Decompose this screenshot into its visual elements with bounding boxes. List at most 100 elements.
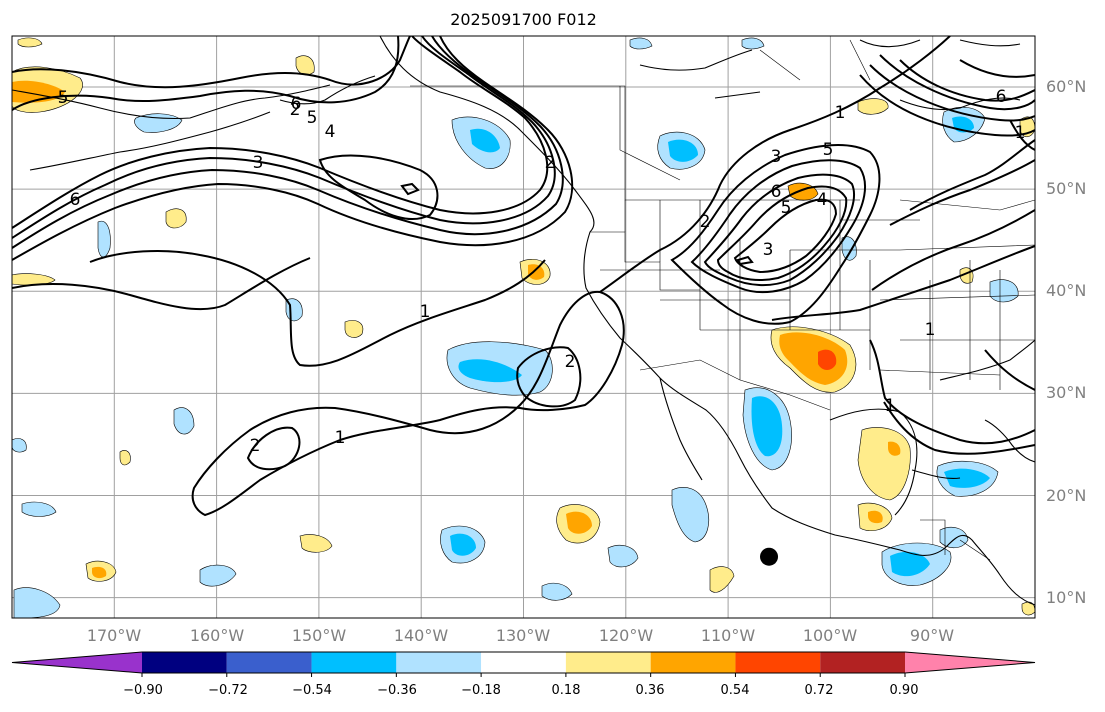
contour-label: 2: [290, 100, 301, 120]
contour-label: 2: [250, 436, 261, 456]
contour-label: 6: [291, 94, 302, 114]
location-marker: [760, 547, 779, 566]
anomaly-patch: [888, 441, 901, 456]
shading-layer: [12, 37, 1035, 618]
colorbar-swatch: [226, 652, 312, 673]
lon-label: 110°W: [700, 626, 756, 645]
lat-label: 50°N: [1046, 179, 1087, 198]
anomaly-patch: [92, 566, 107, 579]
lon-label: 160°W: [189, 626, 245, 645]
plot-title: 2025091700 F012: [450, 10, 597, 29]
anomaly-patch: [607, 545, 639, 568]
colorbar-swatch: [820, 652, 905, 673]
anomaly-patch: [868, 510, 883, 524]
lon-label: 120°W: [598, 626, 654, 645]
contour-label: 3: [763, 240, 774, 260]
anomaly-patch: [119, 450, 131, 466]
anomaly-patch: [344, 320, 364, 338]
anomaly-patch: [671, 487, 709, 543]
colorbar-swatch: [142, 652, 227, 673]
anomaly-patch: [173, 407, 195, 435]
anomaly-patch: [629, 37, 653, 50]
lon-label: 100°W: [802, 626, 858, 645]
lon-label: 140°W: [393, 626, 449, 645]
colorbar-tick-label: −0.36: [377, 683, 417, 698]
colorbar-swatch: [311, 652, 397, 673]
anomaly-patch: [709, 566, 735, 593]
colorbar-tick-label: 0.36: [635, 683, 665, 698]
colorbar-tick-label: 0.54: [720, 683, 750, 698]
contour-label: 5: [307, 108, 318, 128]
contour-label: 2: [545, 153, 556, 173]
anomaly-patch: [299, 534, 333, 553]
contour-label: 6: [771, 182, 782, 202]
lon-label: 90°W: [909, 626, 955, 645]
contour-label: 1: [925, 320, 936, 340]
colorbar-tick-label: 0.72: [804, 683, 834, 698]
map-frame: [11, 35, 1036, 619]
lat-label: 20°N: [1046, 486, 1087, 505]
contour-label: 1: [885, 396, 896, 416]
anomaly-patch: [890, 551, 930, 577]
lat-label: 10°N: [1046, 588, 1087, 607]
anomaly-patch: [668, 139, 698, 162]
contour-label: 3: [253, 153, 264, 173]
colorbar-swatch: [12, 652, 142, 673]
colorbar-swatch: [565, 652, 651, 673]
anomaly-patch: [199, 564, 237, 587]
anomaly-patch: [17, 37, 43, 48]
colorbar-tick-label: −0.54: [292, 683, 332, 698]
anomaly-patch: [841, 236, 857, 261]
contour-label: 1: [335, 428, 346, 448]
colorbar-swatch: [905, 652, 1035, 673]
lat-label: 40°N: [1046, 281, 1087, 300]
contour-label: 6: [70, 190, 81, 210]
lat-label: 60°N: [1046, 77, 1087, 96]
anomaly-patch: [944, 468, 990, 488]
contour-label: 6: [996, 87, 1007, 107]
colorbar-swatch: [396, 652, 482, 673]
anomaly-patch: [528, 264, 545, 280]
lon-label: 130°W: [495, 626, 551, 645]
anomaly-patch: [97, 220, 111, 258]
contour-label: 1: [835, 103, 846, 123]
anomaly-patch: [165, 208, 187, 229]
anomaly-patch: [818, 349, 837, 370]
contour-label: 4: [817, 190, 828, 210]
anomaly-patch: [779, 332, 848, 385]
colorbar-tick-label: −0.18: [461, 683, 501, 698]
contour-label: 2: [700, 212, 711, 232]
lat-label: 30°N: [1046, 383, 1087, 402]
lon-label: 170°W: [86, 626, 142, 645]
anomaly-patch: [566, 511, 592, 534]
anomaly-patch: [458, 359, 522, 383]
colorbar-swatch: [735, 652, 821, 673]
coastlines: [12, 36, 1035, 606]
contour-label: 3: [771, 147, 782, 167]
contour-label: 2: [565, 352, 576, 372]
anomaly-patch: [470, 128, 500, 153]
anomaly-patch: [741, 37, 765, 50]
contour-label: 4: [325, 122, 336, 142]
anomaly-patch: [12, 273, 56, 286]
anomaly-patch: [12, 438, 27, 453]
contour-label: 5: [58, 88, 69, 108]
contour-label: 5: [823, 140, 834, 160]
anomaly-patch: [21, 501, 57, 517]
colorbar-tick-label: 0.18: [551, 683, 581, 698]
anomaly-patch: [751, 396, 783, 457]
colorbar-tick-label: −0.90: [123, 683, 163, 698]
contour-label: 1: [1015, 123, 1026, 143]
colorbar-tick-label: −0.72: [208, 683, 248, 698]
anomaly-patch: [857, 98, 889, 115]
contour-label: 5: [781, 198, 792, 218]
colorbar-tick-label: 0.90: [889, 683, 919, 698]
contour-label: 1: [420, 302, 431, 322]
anomaly-patch: [295, 55, 315, 76]
lon-label: 150°W: [291, 626, 347, 645]
contour-lines: [12, 36, 1035, 517]
contour-labels: 5 6 5 4 3 6 2 2 1 3 5 6 1 5 6 1 2 3 4 2 …: [58, 87, 1026, 456]
contour-line: [400, 182, 420, 196]
colorbar: [11, 651, 1036, 677]
